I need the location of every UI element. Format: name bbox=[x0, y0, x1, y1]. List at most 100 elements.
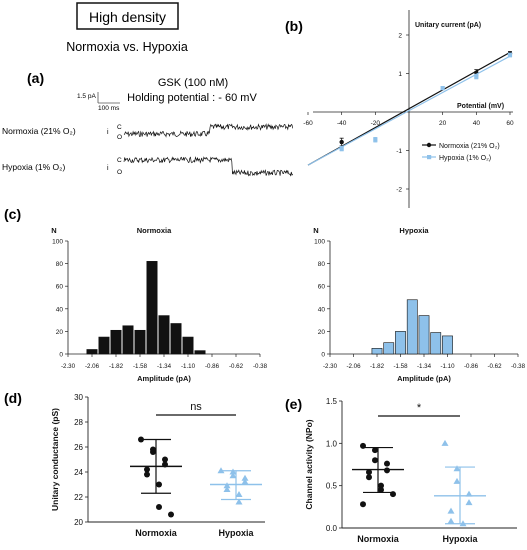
hist-normoxia-bar bbox=[110, 329, 122, 355]
conductance-point-normoxia bbox=[168, 511, 174, 518]
iv-x-tick-label: -40 bbox=[337, 120, 347, 127]
hist-hypoxia-x-tick-label: -1.58 bbox=[393, 363, 408, 370]
hist-normoxia-y-tick-label: 40 bbox=[56, 306, 64, 313]
legend-label-hypoxia: Hypoxia (1% O₂) bbox=[439, 155, 491, 162]
hist-normoxia-y-tick-label: 100 bbox=[52, 239, 63, 246]
npo-point-normoxia bbox=[360, 501, 366, 508]
iv-y-tick-label: 2 bbox=[398, 33, 402, 40]
hist-normoxia-y-tick-label: 60 bbox=[56, 284, 64, 291]
conductance-point-hypoxia bbox=[223, 486, 231, 492]
npo-point-hypoxia bbox=[447, 517, 455, 524]
hist-normoxia-title: Normoxia bbox=[137, 226, 172, 235]
npo-point-normoxia bbox=[384, 460, 390, 467]
hist-hypoxia-y-tick-label: 80 bbox=[318, 261, 326, 268]
legend-marker-hypoxia bbox=[427, 155, 432, 160]
iv-x-tick-label: -20 bbox=[371, 120, 381, 127]
npo-point-hypoxia bbox=[453, 465, 461, 472]
hist-hypoxia-y-tick-label: 100 bbox=[314, 239, 325, 246]
hist-normoxia-x-tick-label: -0.86 bbox=[205, 363, 220, 370]
hist-hypoxia-bar bbox=[383, 342, 395, 355]
hist-hypoxia-x-tick-label: -0.62 bbox=[487, 363, 502, 370]
conductance-y-tick-label: 28 bbox=[74, 418, 83, 427]
hist-normoxia-bar bbox=[98, 336, 110, 355]
trace-normoxia-i: i bbox=[107, 129, 109, 136]
hist-normoxia-y-tick-label: 0 bbox=[59, 352, 63, 359]
conductance-y-tick-label: 20 bbox=[74, 518, 83, 527]
iv-x-axis-label: Potential (mV) bbox=[457, 103, 504, 110]
hist-hypoxia-bar bbox=[430, 332, 442, 355]
conductance-y-tick-label: 22 bbox=[74, 493, 83, 502]
panel-label-d: (d) bbox=[4, 390, 22, 406]
hist-hypoxia-x-axis-label: Amplitude (pA) bbox=[397, 374, 451, 383]
conductance-point-hypoxia bbox=[229, 468, 237, 475]
conductance-point-normoxia bbox=[144, 466, 150, 473]
hist-normoxia-bar bbox=[134, 329, 146, 355]
conductance-point-normoxia bbox=[150, 449, 156, 455]
iv-x-tick-label: 60 bbox=[506, 120, 514, 127]
conductance-significance-label: ns bbox=[190, 401, 202, 413]
npo-category-label: Hypoxia bbox=[442, 534, 478, 544]
conductance-y-tick-label: 26 bbox=[74, 443, 83, 452]
header-box-label: High density bbox=[89, 9, 166, 25]
hist-normoxia-x-tick-label: -2.06 bbox=[85, 363, 100, 370]
hist-hypoxia-y-tick-label: 20 bbox=[318, 329, 326, 336]
chart-layer: -60 -40 -20 20 40 60 -2 -1 1 2 Unitary current (pA… bbox=[50, 10, 526, 544]
hist-normoxia-x-tick-label: -0.62 bbox=[229, 363, 244, 370]
iv-point-hypoxia bbox=[507, 52, 513, 58]
iv-y-tick-label: -1 bbox=[396, 148, 402, 155]
iv-y-tick-label: 1 bbox=[398, 71, 402, 78]
trace-hypoxia-label: Hypoxia (1% O₂) bbox=[2, 162, 65, 172]
conductance-point-normoxia bbox=[156, 504, 162, 510]
conductance-y-tick-label: 24 bbox=[74, 468, 83, 477]
hist-hypoxia-x-tick-label: -1.82 bbox=[370, 363, 385, 370]
hist-hypoxia-x-tick-label: -1.34 bbox=[417, 363, 432, 370]
hist-normoxia-x-tick-label: -1.58 bbox=[133, 363, 148, 370]
conductance-point-normoxia bbox=[162, 456, 168, 463]
header-subtitle: Normoxia vs. Hypoxia bbox=[66, 40, 188, 54]
trace-hypoxia-closed: C bbox=[117, 157, 122, 164]
iv-point-hypoxia bbox=[339, 146, 344, 151]
npo-point-hypoxia bbox=[465, 499, 473, 506]
conductance-point-hypoxia bbox=[223, 482, 231, 489]
hist-normoxia-x-axis-label: Amplitude (pA) bbox=[137, 374, 191, 383]
legend-label-normoxia: Normoxia (21% O₂) bbox=[439, 143, 500, 150]
scale-time-label: 100 ms bbox=[98, 105, 120, 112]
panel-label-e: (e) bbox=[285, 396, 302, 412]
trace-normoxia bbox=[123, 123, 294, 138]
hist-normoxia-bar bbox=[194, 350, 206, 355]
iv-point-hypoxia bbox=[373, 137, 378, 142]
holding-potential-label: Holding potential : - 60 mV bbox=[127, 92, 257, 104]
npo-point-normoxia bbox=[378, 482, 384, 489]
npo-point-hypoxia bbox=[447, 507, 455, 514]
hist-normoxia-y-axis-label: N bbox=[51, 226, 56, 235]
conductance-y-axis-label: Unitary conductance (pS) bbox=[50, 408, 60, 511]
conductance-point-hypoxia bbox=[229, 472, 237, 479]
npo-point-hypoxia bbox=[441, 439, 449, 446]
hist-hypoxia-y-tick-label: 60 bbox=[318, 284, 326, 291]
iv-point-normoxia bbox=[339, 139, 344, 145]
conductance-point-hypoxia bbox=[235, 491, 243, 497]
npo-y-axis-label: Channel activity (NPo) bbox=[304, 419, 314, 509]
hist-hypoxia-y-tick-label: 0 bbox=[321, 352, 325, 359]
conductance-point-normoxia bbox=[156, 481, 162, 488]
hist-hypoxia-bar bbox=[406, 299, 418, 355]
drug-label: GSK (100 nM) bbox=[158, 77, 228, 89]
hist-hypoxia-bar bbox=[395, 331, 406, 355]
npo-significance-label: * bbox=[417, 402, 422, 414]
iv-point-hypoxia bbox=[440, 86, 445, 91]
hist-hypoxia-bar bbox=[418, 315, 430, 355]
conductance-point-normoxia bbox=[144, 471, 150, 478]
npo-y-tick-label: 1.5 bbox=[326, 397, 338, 406]
legend-marker-normoxia bbox=[426, 142, 432, 148]
trace-normoxia-closed: C bbox=[117, 124, 122, 131]
hist-normoxia-x-tick-label: -1.34 bbox=[157, 363, 172, 370]
iv-y-tick-label: -2 bbox=[396, 187, 402, 194]
trace-normoxia-label: Normoxia (21% O₂) bbox=[2, 126, 76, 136]
iv-point-hypoxia bbox=[474, 74, 479, 79]
npo-point-normoxia bbox=[366, 469, 372, 476]
conductance-y-tick-label: 30 bbox=[74, 393, 83, 402]
npo-category-label: Normoxia bbox=[357, 534, 400, 544]
iv-x-tick-label: -60 bbox=[303, 120, 313, 127]
npo-point-normoxia bbox=[372, 457, 378, 464]
